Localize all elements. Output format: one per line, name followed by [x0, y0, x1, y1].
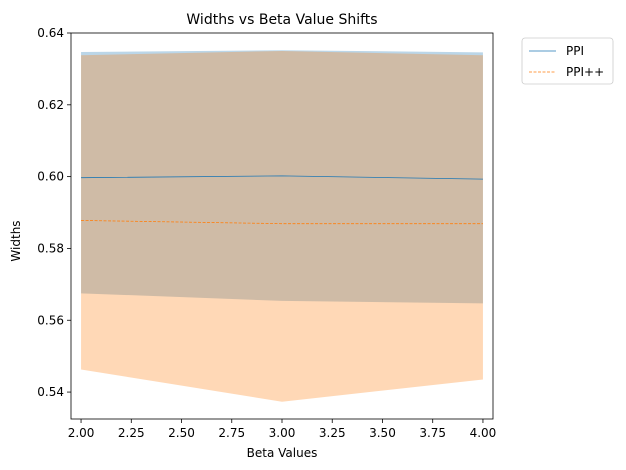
x-axis-label: Beta Values [247, 446, 318, 460]
x-tick-label: 2.25 [118, 426, 145, 440]
y-axis: 0.54 0.56 0.58 0.60 0.62 0.64 [37, 26, 71, 399]
x-tick-label: 2.50 [168, 426, 195, 440]
legend-box [521, 37, 614, 85]
x-axis: 2.00 2.25 2.50 2.75 3.00 3.25 3.50 3.75 4.00 [68, 419, 497, 440]
band-series-0 [81, 50, 483, 304]
x-tick-label: 2.00 [68, 426, 95, 440]
line-series-0 [81, 175, 483, 180]
legend-label-1: PPI++ [566, 65, 604, 79]
x-tick-label: 4.00 [470, 426, 497, 440]
band-series-1 [81, 50, 483, 402]
x-tick-label: 3.25 [319, 426, 346, 440]
legend-label-0: PPI [566, 44, 584, 58]
y-tick-label: 0.64 [37, 26, 64, 40]
x-tick-label: 3.75 [419, 426, 446, 440]
y-tick-label: 0.58 [37, 241, 64, 255]
x-tick-label: 3.50 [369, 426, 396, 440]
y-tick-label: 0.54 [37, 385, 64, 399]
legend: PPI PPI++ [521, 37, 614, 85]
line-series-1 [81, 220, 483, 225]
chart-title: Widths vs Beta Value Shifts [186, 12, 377, 28]
x-tick-label: 3.00 [269, 426, 296, 440]
y-tick-label: 0.56 [37, 313, 64, 327]
plot-area [81, 50, 483, 402]
y-tick-label: 0.60 [37, 170, 64, 184]
y-axis-label: Widths [9, 220, 23, 261]
x-tick-label: 2.75 [218, 426, 245, 440]
y-tick-label: 0.62 [37, 98, 64, 112]
